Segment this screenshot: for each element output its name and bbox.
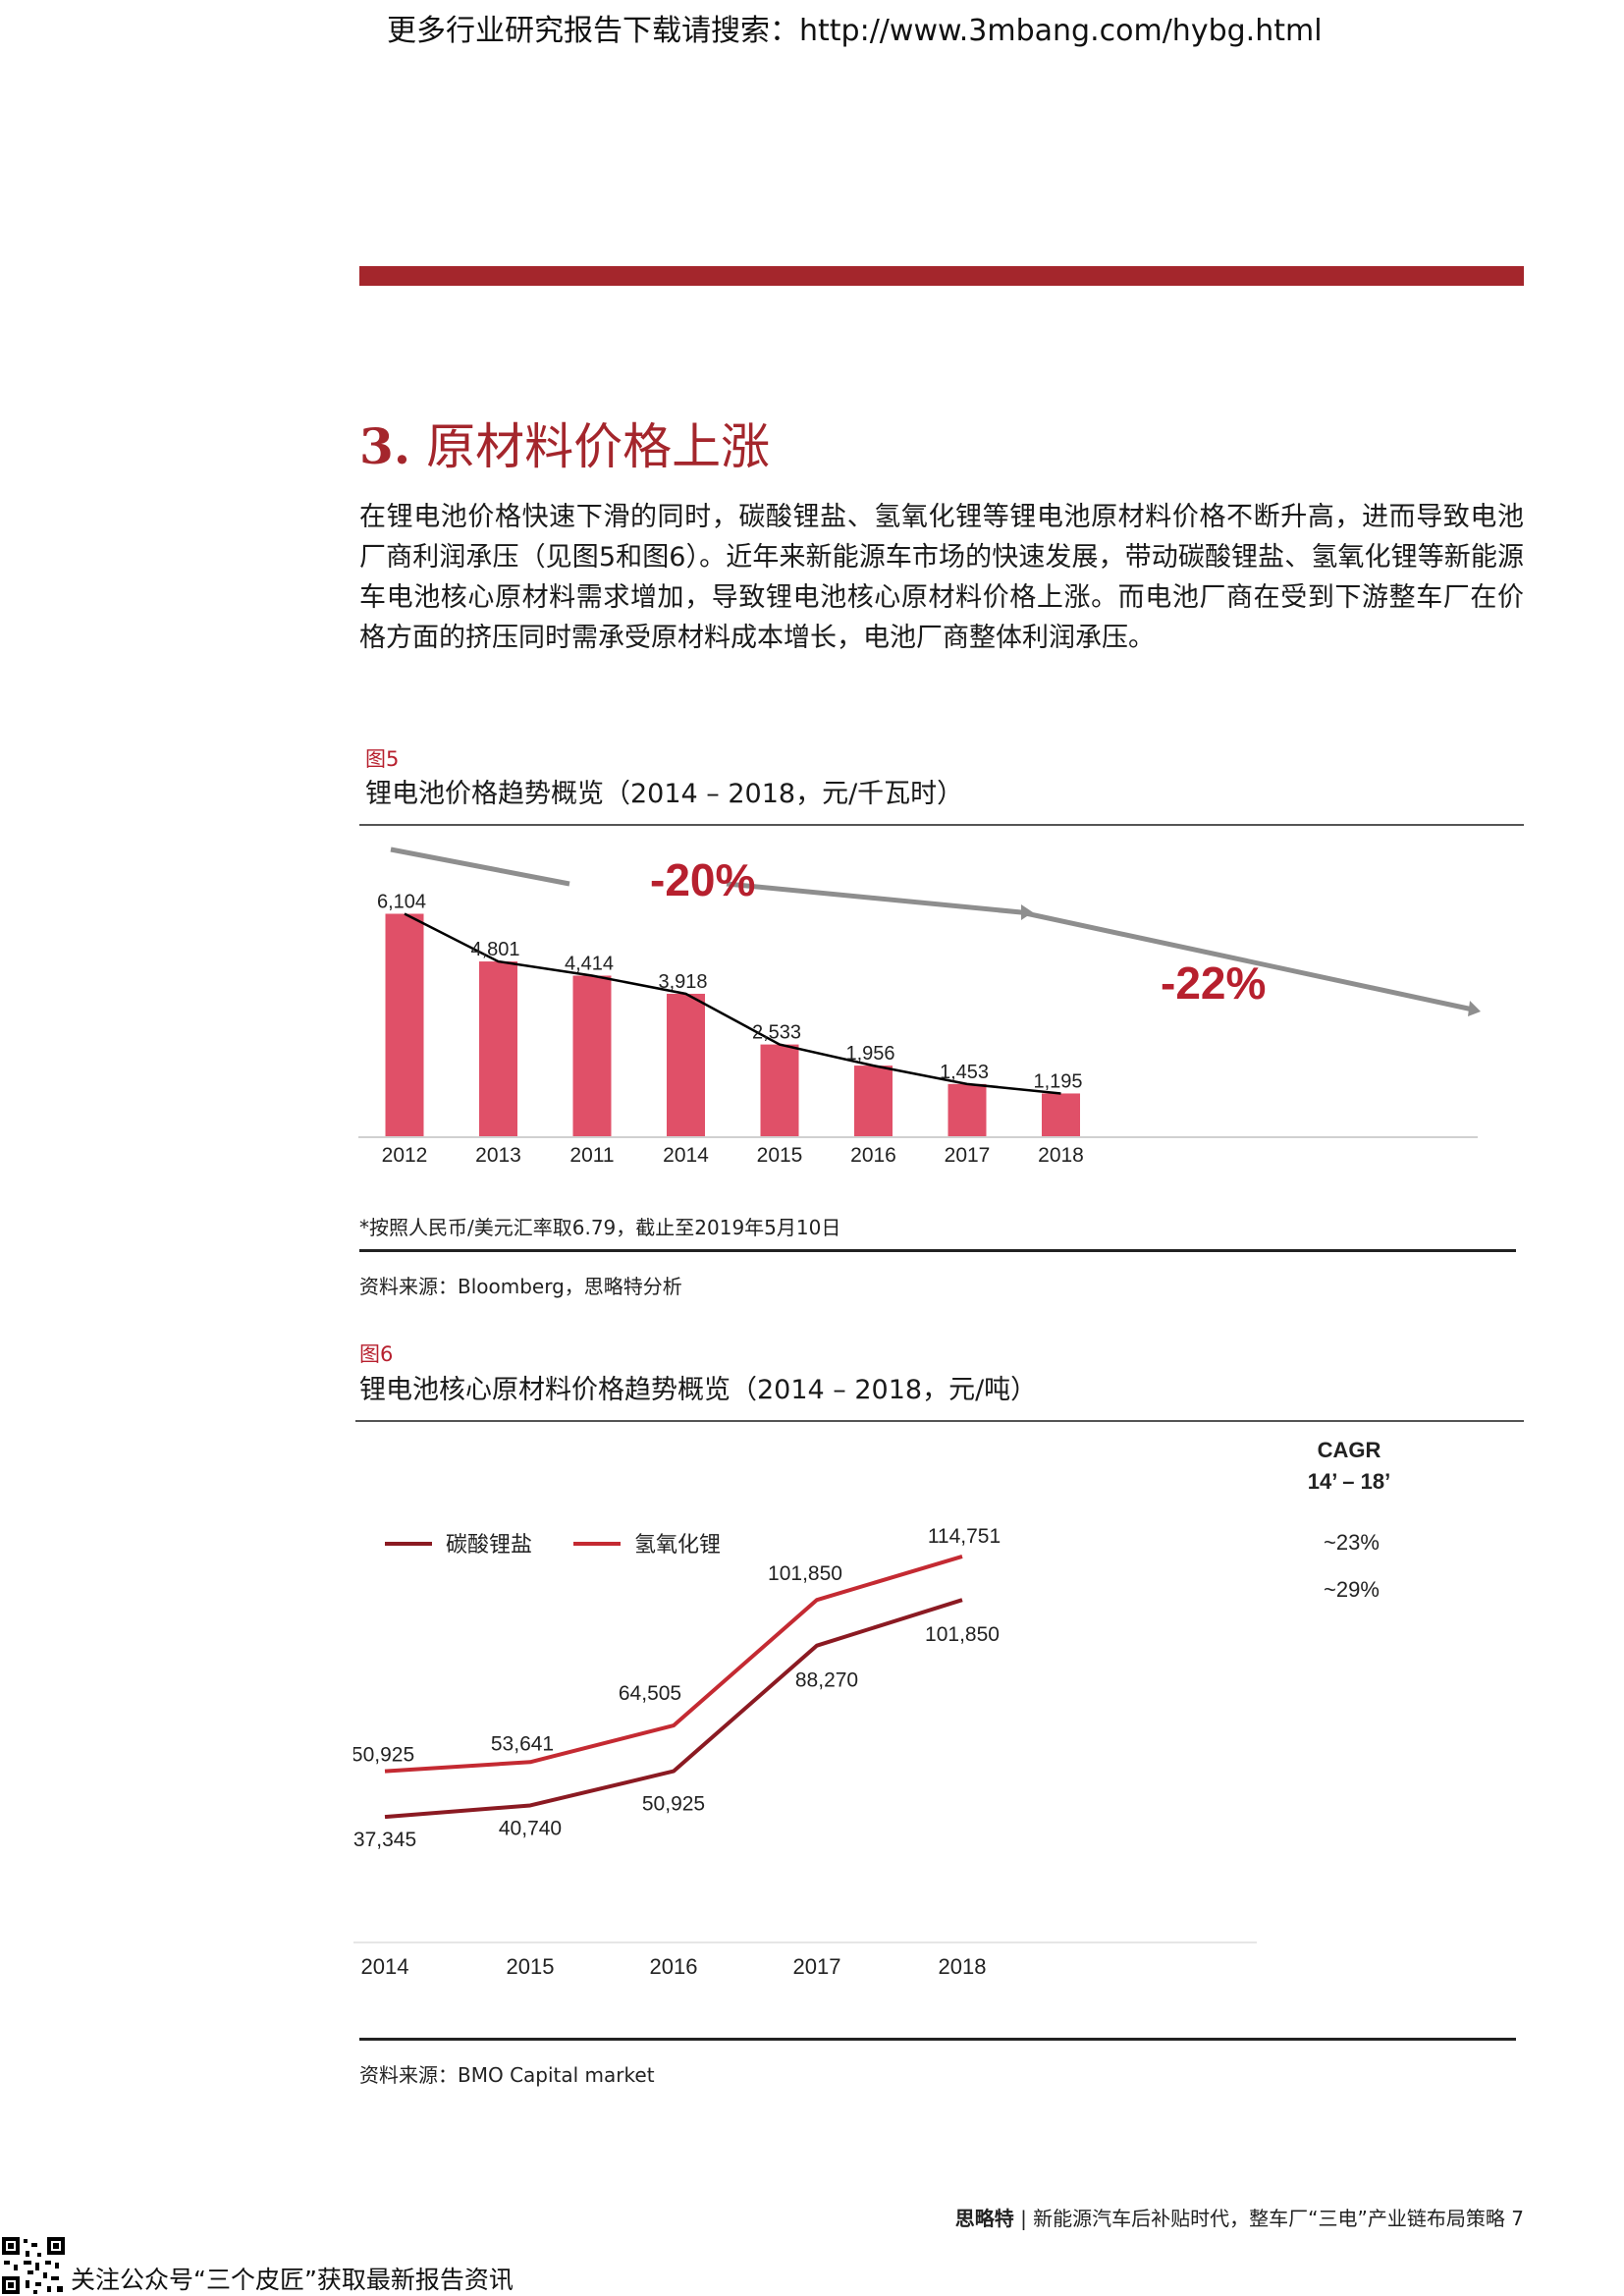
bar-2015 — [760, 1044, 799, 1137]
bar-2013 — [479, 961, 517, 1137]
annotation-minus-22: -22% — [1161, 957, 1266, 1009]
x-tick-label: 2014 — [663, 1144, 709, 1167]
x-tick-label: 2017 — [793, 1954, 841, 1979]
legend-label-lithium-hydroxide: 氢氧化锂 — [634, 1532, 721, 1557]
figure5-title: 锂电池价格趋势概览（2014 – 2018，元/千瓦时） — [365, 779, 964, 809]
footer-page-number: 7 — [1511, 2207, 1524, 2230]
section-number: 3. — [359, 417, 411, 475]
arrow-head-icon — [1021, 904, 1033, 920]
bar-2012 — [385, 913, 424, 1137]
bar-value-label: 4,414 — [565, 953, 614, 974]
x-tick-label: 2012 — [382, 1144, 428, 1167]
annotation-minus-20: -20% — [650, 854, 755, 905]
section-title: 3. 原材料价格上涨 — [359, 408, 770, 478]
point-value-label: 64,505 — [619, 1682, 681, 1705]
figure6-title: 锂电池核心原材料价格趋势概览（2014 – 2018，元/吨） — [359, 1375, 1038, 1405]
bar-value-label: 1,195 — [1033, 1070, 1082, 1092]
bar-2018 — [1042, 1093, 1080, 1137]
figure5-bar-chart: 6,104 4,801 4,414 3,918 2,533 1,956 1,453 1,195… — [358, 847, 1481, 1167]
price-trend-line — [404, 912, 1061, 1095]
x-tick-label: 2014 — [361, 1954, 409, 1979]
figure5-label: 图5 — [365, 747, 400, 771]
x-tick-label: 2011 — [569, 1144, 614, 1167]
x-tick-label: 2015 — [757, 1144, 803, 1167]
bar-value-label: 2,533 — [752, 1022, 801, 1044]
arrow-head-icon — [1468, 1001, 1481, 1016]
cagr-period: 14’ – 18’ — [1308, 1469, 1390, 1494]
point-value-label: 114,751 — [928, 1525, 1001, 1548]
bar-2011 — [572, 975, 612, 1137]
bar-value-label: 6,104 — [377, 891, 426, 912]
footer-brand: 思略特 — [954, 2207, 1014, 2230]
follow-note: 关注公众号“三个皮匠”获取最新报告资讯 — [71, 2266, 514, 2294]
bar-value-label: 1,956 — [845, 1043, 894, 1065]
footer-doc-title: 新能源汽车后补贴时代，整车厂“三电”产业链布局策略 — [1033, 2207, 1505, 2230]
series-line-lithium-hydroxide — [384, 1555, 963, 1774]
figure5-top-rule — [359, 824, 1524, 826]
point-value-label: 37,345 — [353, 1829, 416, 1851]
figure6-label: 图6 — [359, 1342, 394, 1366]
point-value-label: 88,270 — [795, 1669, 858, 1692]
cagr-value-lithium-carbonate: ~29% — [1324, 1577, 1380, 1602]
point-value-label: 53,641 — [491, 1732, 554, 1755]
cagr-value-lithium-hydroxide: ~23% — [1324, 1530, 1380, 1555]
section-paragraph: 在锂电池价格快速下滑的同时，碳酸锂盐、氢氧化锂等锂电池原材料价格不断升高，进而导… — [359, 502, 1524, 653]
figure5-exchange-note: *按照人民币/美元汇率取6.79，截止至2019年5月10日 — [359, 1216, 841, 1239]
x-tick-label: 2017 — [945, 1144, 991, 1167]
figure6-legend: 碳酸锂盐 氢氧化锂 — [385, 1532, 721, 1557]
page-footer: 思略特 | 新能源汽车后补贴时代，整车厂“三电”产业链布局策略 7 — [955, 2203, 1524, 2231]
bar-2017 — [947, 1083, 987, 1137]
x-tick-label: 2013 — [475, 1144, 521, 1167]
cagr-title: CAGR — [1318, 1438, 1381, 1462]
bar-value-label: 1,453 — [940, 1062, 989, 1083]
series-line-lithium-carbonate — [384, 1598, 963, 1820]
download-promo-text: 更多行业研究报告下载请搜索：http://www.3mbang.com/hybg… — [387, 14, 1323, 48]
bar-value-label: 4,801 — [470, 939, 519, 960]
x-tick-label: 2016 — [850, 1144, 896, 1167]
figure6-bottom-rule — [359, 2038, 1516, 2041]
figure5-source: 资料来源：Bloomberg，思略特分析 — [359, 1275, 682, 1298]
figure6-line-chart: CAGR 14’ – 18’ 碳酸锂盐 氢氧化锂 37,345 40,740 50,… — [353, 1438, 1390, 1979]
legend-label-lithium-carbonate: 碳酸锂盐 — [446, 1532, 532, 1557]
figure6-source: 资料来源：BMO Capital market — [359, 2063, 655, 2087]
header-accent-bar — [359, 266, 1524, 286]
bar-2016 — [854, 1066, 893, 1137]
figure5-trend-arrows — [390, 847, 1481, 1016]
bar-2014 — [667, 993, 705, 1137]
x-tick-label: 2015 — [507, 1954, 555, 1979]
point-value-label: 40,740 — [499, 1817, 562, 1839]
point-value-label: 50,925 — [353, 1744, 414, 1767]
figure6-top-rule — [355, 1420, 1524, 1422]
figure5-bottom-rule — [359, 1249, 1516, 1252]
x-tick-label: 2016 — [650, 1954, 698, 1979]
point-value-label: 50,925 — [642, 1793, 705, 1816]
point-value-label: 101,850 — [768, 1562, 842, 1585]
bar-value-label: 3,918 — [658, 971, 707, 993]
point-value-label: 101,850 — [925, 1623, 1000, 1646]
x-tick-label: 2018 — [1038, 1144, 1084, 1167]
x-tick-label: 2018 — [939, 1954, 987, 1979]
qr-code-icon — [0, 2235, 67, 2296]
footer-separator: | — [1013, 2207, 1034, 2230]
section-title-text: 原材料价格上涨 — [426, 418, 771, 475]
